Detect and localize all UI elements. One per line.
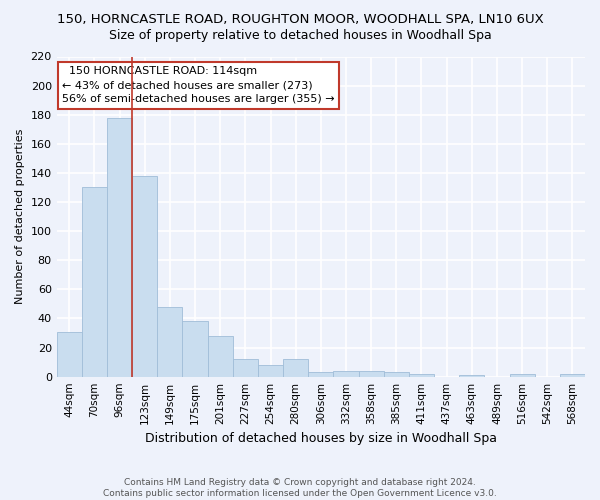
Bar (182, 322, 208, 376)
Bar (409, 374, 434, 376)
Text: Size of property relative to detached houses in Woodhall Spa: Size of property relative to detached ho… (109, 29, 491, 42)
Bar (157, 307, 182, 376)
Text: Contains HM Land Registry data © Crown copyright and database right 2024.
Contai: Contains HM Land Registry data © Crown c… (103, 478, 497, 498)
Bar (308, 372, 334, 376)
Bar (132, 176, 157, 376)
Text: 150 HORNCASTLE ROAD: 114sqm
← 43% of detached houses are smaller (273)
56% of se: 150 HORNCASTLE ROAD: 114sqm ← 43% of det… (62, 66, 335, 104)
Bar (233, 359, 258, 376)
Bar (334, 371, 359, 376)
Bar (82, 188, 107, 376)
Y-axis label: Number of detached properties: Number of detached properties (15, 129, 25, 304)
Bar (384, 372, 409, 376)
Bar (560, 374, 585, 376)
X-axis label: Distribution of detached houses by size in Woodhall Spa: Distribution of detached houses by size … (145, 432, 497, 445)
Bar (107, 118, 132, 376)
Text: 150, HORNCASTLE ROAD, ROUGHTON MOOR, WOODHALL SPA, LN10 6UX: 150, HORNCASTLE ROAD, ROUGHTON MOOR, WOO… (56, 12, 544, 26)
Bar (459, 375, 484, 376)
Bar (208, 336, 233, 376)
Bar (359, 371, 384, 376)
Bar (56, 332, 82, 376)
Bar (283, 359, 308, 376)
Bar (509, 374, 535, 376)
Bar (258, 365, 283, 376)
